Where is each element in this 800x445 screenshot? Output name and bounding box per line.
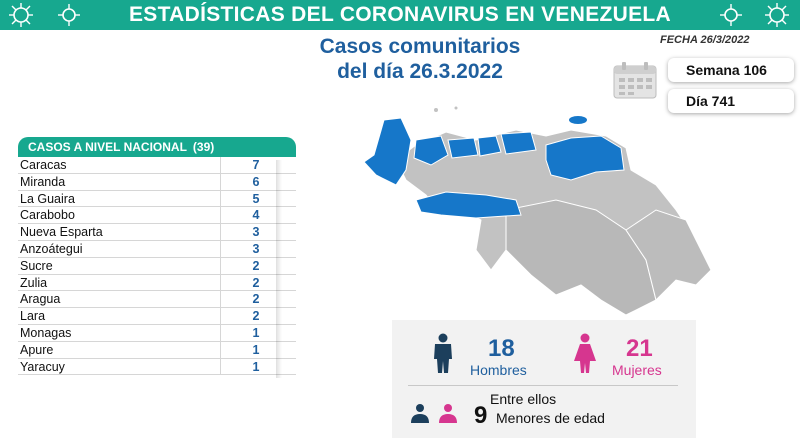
state-name: Lara (20, 309, 46, 324)
table-row: Apure 1 (18, 341, 296, 359)
table-row: Miranda 6 (18, 173, 296, 191)
column-separator (220, 291, 221, 308)
case-count: 3 (252, 225, 260, 240)
calendar-icon (613, 62, 657, 99)
map-caracas-miranda (500, 131, 537, 155)
column-separator (220, 224, 221, 240)
table-row: Caracas 7 (18, 157, 296, 174)
week-card: Semana 106 (668, 58, 794, 82)
state-name: Anzoátegui (20, 241, 83, 256)
case-count: 2 (252, 258, 260, 273)
header-banner (0, 0, 800, 30)
map-lara (413, 135, 449, 166)
page-title: ESTADÍSTICAS DEL CORONAVIRUS EN VENEZUEL… (128, 3, 672, 26)
table-body: Caracas 7 Miranda 6 La Guaira 5 Carabobo 4 Nueva… (18, 157, 296, 376)
case-count: 7 (252, 158, 260, 172)
state-name: Caracas (20, 158, 67, 172)
table-row: Anzoátegui 3 (18, 240, 296, 258)
table-title: CASOS A NIVEL NACIONAL (28, 140, 187, 154)
map-zulia (363, 117, 412, 186)
map-aragua (477, 135, 502, 157)
woman-icon (574, 333, 596, 373)
children-icon (411, 404, 457, 423)
state-name: Monagas (20, 325, 72, 340)
table-row: Carabobo 4 (18, 207, 296, 225)
state-name: Miranda (20, 174, 66, 189)
column-separator (220, 257, 221, 274)
case-count: 5 (252, 191, 260, 206)
column-separator (220, 207, 221, 224)
table-total: (39) (192, 140, 215, 154)
men-label: Hombres (470, 362, 527, 378)
map-apure (415, 191, 522, 219)
cases-table: CASOS A NIVEL NACIONAL (39) Caracas 7 Miran… (18, 137, 296, 376)
table-row: Yaracuy 1 (18, 358, 296, 376)
column-separator (220, 341, 221, 358)
table-row: Sucre 2 (18, 257, 296, 275)
state-name: Carabobo (20, 208, 75, 223)
day-card: Día 741 (668, 89, 794, 113)
women-count: 21 (626, 335, 653, 362)
map-nueva-esparta (569, 116, 587, 124)
case-count: 1 (252, 359, 260, 374)
minors-label: Menores de edad (496, 410, 605, 426)
map-yaracuy-carabobo (447, 137, 479, 159)
column-separator (220, 157, 221, 173)
venezuela-map (363, 106, 712, 316)
state-name: Yaracuy (20, 359, 65, 374)
virus-icon (720, 4, 742, 26)
column-separator (220, 240, 221, 257)
case-count: 3 (252, 241, 260, 256)
table-row: Aragua 2 (18, 291, 296, 309)
virus-icon (765, 3, 789, 27)
men-count: 18 (488, 335, 515, 362)
table-row: Nueva Esparta 3 (18, 224, 296, 241)
subtitle-line2: del día 26.3.2022 (337, 60, 503, 83)
among-label: Entre ellos (490, 391, 557, 407)
table-row: La Guaira 5 (18, 190, 296, 208)
column-separator (220, 274, 221, 291)
case-count: 2 (252, 309, 260, 324)
map-anzoategui-monagas-sucre (545, 135, 625, 181)
subtitle: Casos comunitarios del día 26.3.2022 (260, 34, 580, 84)
case-count: 4 (252, 208, 260, 223)
table-row: Monagas 1 (18, 324, 296, 342)
case-count: 2 (252, 275, 260, 290)
column-separator (220, 324, 221, 341)
state-name: Nueva Esparta (20, 225, 103, 240)
minors-count: 9 (474, 402, 488, 429)
table-shadow (276, 160, 282, 378)
case-count: 6 (252, 174, 260, 189)
case-count: 1 (252, 325, 260, 340)
date-label: FECHA 26/3/2022 (660, 34, 750, 46)
state-name: Zulia (20, 275, 48, 290)
women-label: Mujeres (612, 362, 662, 378)
subtitle-line1: Casos comunitarios (319, 35, 521, 58)
column-separator (220, 173, 221, 190)
state-name: La Guaira (20, 191, 75, 206)
virus-icon (58, 4, 80, 26)
divider (408, 385, 678, 386)
column-separator (220, 190, 221, 207)
table-row: Zulia 2 (18, 274, 296, 292)
column-separator (220, 358, 221, 375)
table-header: CASOS A NIVEL NACIONAL (39) (18, 137, 296, 157)
case-count: 1 (252, 342, 260, 357)
man-icon (434, 333, 452, 373)
column-separator (220, 308, 221, 324)
state-name: Aragua (20, 292, 61, 307)
case-count: 2 (252, 292, 260, 307)
state-name: Apure (20, 342, 54, 357)
virus-icon (9, 3, 33, 27)
state-name: Sucre (20, 258, 53, 273)
table-row: Lara 2 (18, 308, 296, 325)
